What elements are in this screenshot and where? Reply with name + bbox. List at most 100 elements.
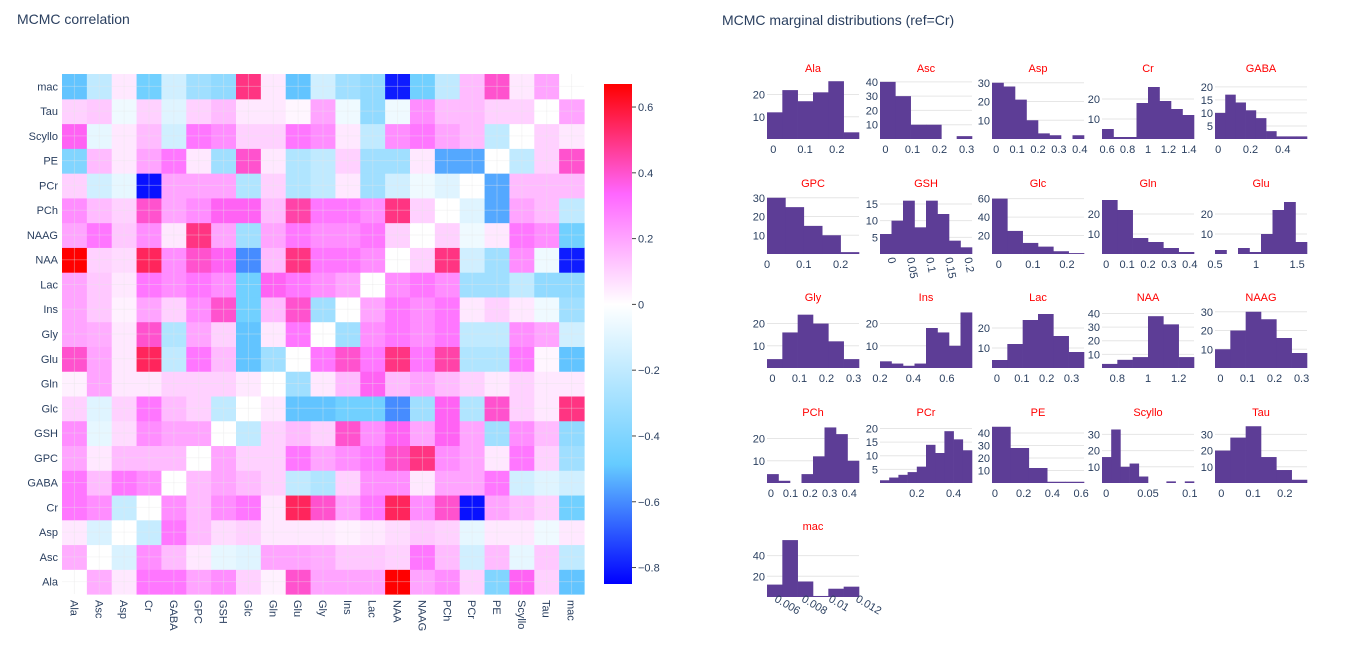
- histogram-bar[interactable]: [1102, 457, 1112, 483]
- heatmap-cell-mac-Glc[interactable]: [236, 74, 262, 100]
- heatmap-cell-Cr-GABA[interactable]: [161, 494, 187, 521]
- heatmap-cell-Asc-Asp[interactable]: [111, 544, 138, 570]
- heatmap-cell-Gly-GSH[interactable]: [211, 321, 237, 347]
- heatmap-cell-Cr-Gly[interactable]: [310, 494, 337, 521]
- histogram-bar[interactable]: [767, 359, 783, 368]
- heatmap-cell-Lac-Lac[interactable]: [360, 272, 386, 298]
- heatmap-cell-Tau-GPC[interactable]: [186, 98, 212, 125]
- heatmap-cell-Asc-NAA[interactable]: [385, 544, 411, 570]
- heatmap-cell-PE-PCh[interactable]: [434, 148, 461, 174]
- heatmap-cell-Scyllo-Ins[interactable]: [335, 123, 361, 149]
- heatmap-cell-Glu-NAAG[interactable]: [410, 346, 436, 372]
- heatmap-cell-Ins-Cr[interactable]: [136, 296, 163, 323]
- histogram-bar[interactable]: [767, 584, 783, 597]
- heatmap-cell-Lac-GPC[interactable]: [186, 272, 212, 298]
- histogram-bar[interactable]: [1182, 115, 1195, 139]
- heatmap-cell-NAA-Ins[interactable]: [335, 247, 361, 273]
- heatmap-cell-Asp-GPC[interactable]: [186, 519, 212, 546]
- heatmap-cell-Asp-Ala[interactable]: [62, 519, 88, 546]
- heatmap-cell-GABA-PCh[interactable]: [434, 470, 461, 496]
- heatmap-cell-Gln-PE[interactable]: [484, 371, 511, 397]
- heatmap-cell-Ins-Lac[interactable]: [360, 296, 386, 323]
- heatmap-cell-Ala-Glc[interactable]: [236, 569, 262, 595]
- heatmap-cell-Asp-Glc[interactable]: [236, 519, 262, 546]
- heatmap-cell-Cr-NAA[interactable]: [385, 494, 411, 521]
- heatmap-cell-Lac-NAAG[interactable]: [410, 272, 436, 298]
- heatmap-cell-Cr-GPC[interactable]: [186, 494, 212, 521]
- heatmap-cell-mac-Tau[interactable]: [534, 74, 560, 100]
- heatmap-cell-mac-Asp[interactable]: [111, 74, 138, 100]
- heatmap-cell-GABA-GPC[interactable]: [186, 470, 212, 496]
- heatmap-cell-Asp-GABA[interactable]: [161, 519, 187, 546]
- heatmap-cell-Gly-NAA[interactable]: [385, 321, 411, 347]
- heatmap-cell-Ala-PCh[interactable]: [434, 569, 461, 595]
- heatmap-cell-Gln-Ins[interactable]: [335, 371, 361, 397]
- histogram-bar[interactable]: [880, 234, 892, 254]
- heatmap-cell-Ins-Ins[interactable]: [335, 296, 361, 323]
- histogram-bar[interactable]: [1276, 136, 1287, 139]
- histogram-bar[interactable]: [1272, 210, 1285, 254]
- heatmap-cell-Lac-Gln[interactable]: [260, 272, 287, 298]
- heatmap-cell-Tau-Gly[interactable]: [310, 98, 337, 125]
- heatmap-cell-Ins-Gly[interactable]: [310, 296, 337, 323]
- heatmap-cell-GPC-PCr[interactable]: [459, 445, 486, 471]
- histogram-bar[interactable]: [1022, 242, 1039, 254]
- heatmap-cell-GPC-Glu[interactable]: [285, 445, 312, 471]
- heatmap-cell-GPC-Ala[interactable]: [62, 445, 88, 471]
- histogram-bar[interactable]: [797, 314, 814, 368]
- heatmap-cell-PE-PE[interactable]: [484, 148, 511, 174]
- heatmap-cell-Ins-NAA[interactable]: [385, 296, 411, 323]
- heatmap-cell-PE-Cr[interactable]: [136, 148, 163, 174]
- heatmap-cell-NAAG-Asc[interactable]: [86, 222, 113, 248]
- histogram-bar[interactable]: [1163, 324, 1179, 368]
- heatmap-cell-NAAG-GSH[interactable]: [211, 222, 237, 248]
- histogram-bar[interactable]: [1261, 234, 1273, 254]
- heatmap-cell-PE-Glc[interactable]: [236, 148, 262, 174]
- histogram-bar[interactable]: [1159, 101, 1172, 139]
- heatmap-cell-Glc-mac[interactable]: [559, 395, 585, 422]
- heatmap-cell-Gln-GSH[interactable]: [211, 371, 237, 397]
- histogram-bar[interactable]: [1230, 330, 1246, 369]
- heatmap-cell-Tau-GABA[interactable]: [161, 98, 187, 125]
- heatmap-cell-NAA-mac[interactable]: [559, 247, 585, 273]
- histogram-bar[interactable]: [1072, 135, 1085, 139]
- heatmap-cell-NAA-Tau[interactable]: [534, 247, 560, 273]
- heatmap-cell-NAAG-Lac[interactable]: [360, 222, 386, 248]
- heatmap-cell-Glc-PE[interactable]: [484, 395, 511, 422]
- heatmap-cell-mac-Ala[interactable]: [62, 74, 88, 100]
- histogram-bar[interactable]: [880, 480, 890, 483]
- heatmap-cell-PCh-GABA[interactable]: [161, 197, 187, 224]
- heatmap-cell-GSH-GABA[interactable]: [161, 420, 187, 447]
- heatmap-cell-Gly-Cr[interactable]: [136, 321, 163, 347]
- heatmap-cell-NAA-PCr[interactable]: [459, 247, 486, 273]
- heatmap-cell-Glc-NAA[interactable]: [385, 395, 411, 422]
- heatmap-cell-Ala-Asc[interactable]: [86, 569, 113, 595]
- histogram-bar[interactable]: [801, 474, 814, 483]
- heatmap-cell-GABA-GSH[interactable]: [211, 470, 237, 496]
- histogram-bar[interactable]: [1028, 468, 1048, 483]
- heatmap-cell-Lac-mac[interactable]: [559, 272, 585, 298]
- heatmap-cell-Asc-Asc[interactable]: [86, 544, 113, 570]
- histogram-bar[interactable]: [1215, 112, 1226, 139]
- histogram-bar[interactable]: [1225, 94, 1236, 139]
- heatmap-cell-Tau-NAA[interactable]: [385, 98, 411, 125]
- heatmap-cell-GSH-NAA[interactable]: [385, 420, 411, 447]
- heatmap-cell-GABA-Asc[interactable]: [86, 470, 113, 496]
- histogram-bar[interactable]: [1138, 476, 1149, 483]
- heatmap-cell-GABA-Glu[interactable]: [285, 470, 312, 496]
- heatmap-cell-Glc-GPC[interactable]: [186, 395, 212, 422]
- heatmap-cell-Ins-PCr[interactable]: [459, 296, 486, 323]
- heatmap-cell-GSH-Asc[interactable]: [86, 420, 113, 447]
- histogram-bar[interactable]: [1038, 314, 1054, 368]
- heatmap-cell-PE-GABA[interactable]: [161, 148, 187, 174]
- heatmap-cell-Cr-mac[interactable]: [559, 494, 585, 521]
- heatmap-cell-Scyllo-Glu[interactable]: [285, 123, 312, 149]
- heatmap-cell-GPC-NAAG[interactable]: [410, 445, 436, 471]
- histogram-bar[interactable]: [1249, 252, 1262, 254]
- heatmap-cell-GABA-Scyllo[interactable]: [509, 470, 535, 496]
- heatmap-cell-PCr-Asp[interactable]: [111, 173, 138, 199]
- heatmap-cell-Scyllo-GPC[interactable]: [186, 123, 212, 149]
- histogram-bar[interactable]: [1117, 210, 1133, 254]
- heatmap-cell-GABA-Gln[interactable]: [260, 470, 287, 496]
- histogram-bar[interactable]: [1007, 344, 1023, 368]
